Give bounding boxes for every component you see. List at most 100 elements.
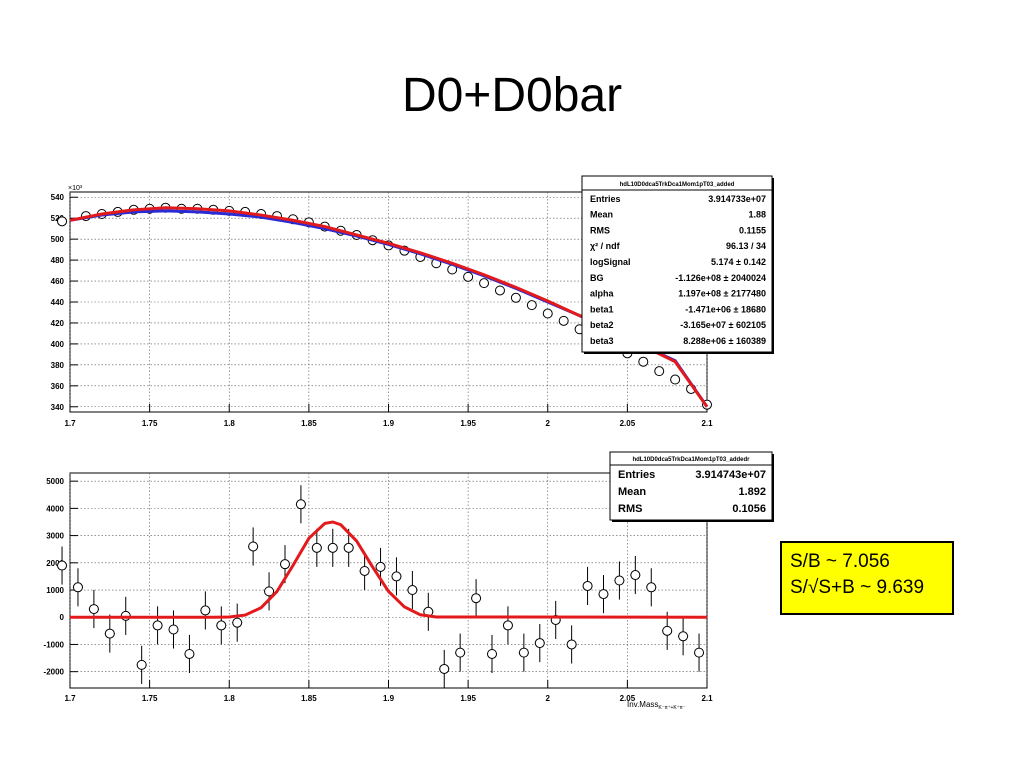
x-tick-label: 2 — [546, 419, 551, 428]
data-point — [88, 604, 99, 615]
x-tick-label: 1.7 — [64, 419, 76, 428]
stats-box-frame — [581, 175, 773, 353]
x-axis-title: Inv.MassK⁻π⁺+K⁺π⁻ — [627, 700, 686, 711]
y-tick-label: 380 — [51, 361, 65, 370]
data-point — [534, 638, 545, 649]
data-point — [72, 582, 83, 593]
sb-ratio-label: S/B ~ 7.056 — [790, 551, 890, 572]
data-point — [630, 570, 641, 581]
data-point — [104, 628, 115, 639]
data-point — [471, 593, 482, 604]
x-tick-label: 1.85 — [301, 694, 317, 703]
data-point — [487, 648, 498, 659]
data-point — [654, 366, 665, 377]
data-point — [614, 575, 625, 586]
signal-over-background-box: S/B ~ 7.056 S/√S+B ~ 9.639 — [780, 541, 954, 615]
data-point — [295, 499, 306, 510]
data-point — [136, 659, 147, 670]
stats-row-value: 96.13 / 34 — [726, 241, 766, 251]
data-point — [518, 647, 529, 658]
stats-row-value: 1.892 — [738, 486, 766, 498]
x-tick-label: 1.9 — [383, 694, 395, 703]
stats-row-value: 3.914743e+07 — [695, 469, 766, 481]
y-tick-label: 500 — [51, 235, 65, 244]
stats-row-name: beta2 — [590, 320, 614, 330]
data-point — [152, 620, 163, 631]
data-point — [327, 542, 338, 553]
data-point — [264, 586, 275, 597]
data-point — [375, 561, 386, 572]
x-tick-label: 2.05 — [620, 694, 636, 703]
data-point — [566, 639, 577, 650]
x-tick-label: 1.9 — [383, 419, 395, 428]
data-point — [311, 542, 322, 553]
stats-row-name: Entries — [618, 469, 655, 481]
y-tick-label: 360 — [51, 382, 65, 391]
y-tick-label: 2000 — [46, 559, 64, 568]
data-point — [598, 589, 609, 600]
y-tick-label: -2000 — [44, 668, 65, 677]
significance-label: S/√S+B ~ 9.639 — [790, 577, 925, 598]
stats-row-value: 8.288e+06 ± 160389 — [683, 336, 766, 346]
stats-row-value: -1.126e+08 ± 2040024 — [675, 273, 766, 283]
y-tick-label: 3000 — [46, 532, 64, 541]
stats-row-name: Mean — [618, 486, 646, 498]
stats-row-value: 3.914733e+07 — [708, 194, 766, 204]
stats-row-name: Mean — [590, 210, 613, 220]
data-point — [694, 647, 705, 658]
stats-row-value: 0.1056 — [732, 503, 766, 515]
chart-panel-2: 1.7 1.75 1.8 1.85 1.9 1.95 2 2.05 2.1 -2000 -1000 0… — [44, 451, 774, 711]
data-point — [542, 308, 553, 319]
data-point — [248, 541, 259, 552]
data-point — [279, 559, 290, 570]
fit-curve — [70, 520, 708, 619]
y-tick-label: 4000 — [46, 504, 64, 513]
stats-row-name: BG — [590, 273, 604, 283]
data-point — [646, 582, 657, 593]
data-point — [439, 663, 450, 674]
data-point — [391, 571, 402, 582]
y-tick-label: 440 — [51, 298, 65, 307]
data-point — [558, 315, 569, 326]
y-tick-label: 400 — [51, 340, 65, 349]
data-point — [526, 300, 537, 311]
stats-row-name: RMS — [618, 503, 642, 515]
x-tick-label: 1.95 — [460, 419, 476, 428]
y-tick-label: 5000 — [46, 477, 64, 486]
stats-row-name: RMS — [590, 225, 610, 235]
x-tick-label: 1.95 — [460, 694, 476, 703]
data-point — [510, 292, 521, 303]
y-tick-label: 480 — [51, 256, 65, 265]
y-tick-label: 420 — [51, 319, 65, 328]
data-point — [168, 624, 179, 635]
stats-row-name: beta1 — [590, 304, 614, 314]
x-tick-label: 2.1 — [701, 694, 713, 703]
stats-box: hdL10D0dca5TrkDca1Mom1pT03_addedr Entries… — [609, 451, 774, 522]
x-tick-label: 1.75 — [142, 419, 158, 428]
y-tick-label: 0 — [60, 613, 65, 622]
y-tick-label: 1000 — [46, 586, 64, 595]
x-tick-label: 1.7 — [64, 694, 76, 703]
stats-row-name: alpha — [590, 289, 615, 299]
data-point — [662, 625, 673, 636]
data-point — [582, 580, 593, 591]
stats-row-name: χ² / ndf — [590, 241, 621, 251]
stats-row-value: 5.174 ± 0.142 — [711, 257, 766, 267]
data-point — [494, 285, 505, 296]
data-point — [455, 647, 466, 658]
data-point — [463, 271, 474, 282]
y-multiplier-label: ×10³ — [68, 185, 83, 192]
data-point — [184, 648, 195, 659]
x-tick-label: 1.75 — [142, 694, 158, 703]
x-tick-label: 1.85 — [301, 419, 317, 428]
data-point — [359, 565, 370, 576]
y-tick-label: 460 — [51, 277, 65, 286]
stats-row-value: -1.471e+06 ± 18680 — [685, 304, 766, 314]
slide-title: D0+D0bar — [401, 69, 623, 122]
data-point — [407, 585, 418, 596]
stats-row-value: 1.197e+08 ± 2177480 — [678, 289, 766, 299]
data-point — [670, 374, 681, 385]
stats-row-value: 0.1155 — [739, 225, 766, 235]
x-tick-label: 2 — [546, 694, 551, 703]
